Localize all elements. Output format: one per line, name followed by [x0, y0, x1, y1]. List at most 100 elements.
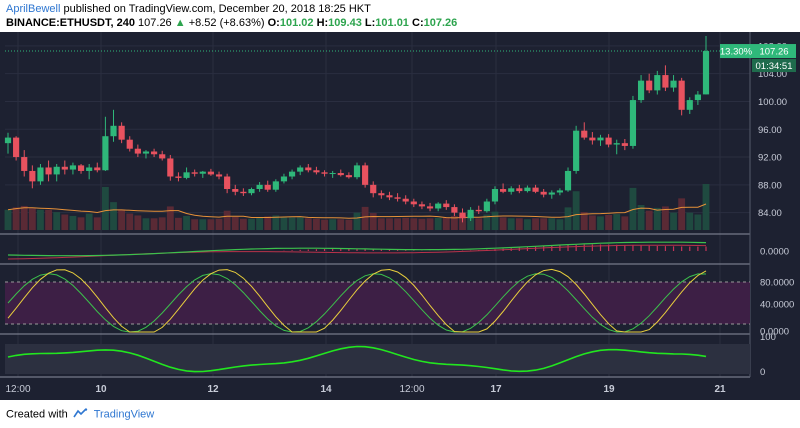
volume-bar [223, 210, 231, 230]
stoch-band [5, 282, 750, 324]
stoch-tick-label: 0.0000 [760, 327, 789, 338]
candle-body [102, 136, 109, 171]
chart-area[interactable]: 84.0088.0092.0096.00100.00104.00108.000.… [0, 32, 800, 400]
chart-footer: Created with TradingView [0, 400, 800, 428]
candle-body [637, 80, 645, 101]
volume-bar [272, 215, 280, 230]
candle-body [378, 193, 385, 196]
candle-body [475, 209, 482, 212]
volume-bar [637, 204, 645, 230]
volume-bar [166, 206, 174, 230]
candle-body [61, 166, 68, 170]
volume-bar [337, 219, 345, 230]
candle-body [21, 157, 28, 171]
candle-body [126, 139, 133, 149]
chart-header: AprilBewell published on TradingView.com… [0, 0, 800, 32]
candle-body [199, 171, 206, 174]
tradingview-logo-icon [73, 408, 89, 421]
tradingview-link[interactable]: TradingView [93, 408, 155, 421]
candle-body [321, 172, 328, 174]
author-link[interactable]: AprilBewell [6, 3, 61, 15]
candle-body [491, 189, 499, 202]
volume-bar [150, 218, 158, 230]
volume-bar [662, 206, 669, 230]
volume-bar [118, 209, 126, 230]
volume-bar [313, 218, 320, 230]
open-label: O: [267, 17, 280, 29]
candle-body [232, 189, 239, 192]
publish-line: AprilBewell published on TradingView.com… [6, 3, 371, 15]
volume-bar [442, 217, 450, 230]
time-axis-background [0, 378, 800, 400]
candle-body [191, 172, 198, 174]
candle-body [613, 143, 620, 145]
countdown-tag-label: 01:34:51 [756, 61, 793, 72]
volume-bar [126, 213, 134, 230]
candle-body [288, 171, 296, 177]
candle-body [426, 206, 434, 209]
volume-bar [329, 219, 337, 230]
volume-bar [183, 215, 190, 230]
volume-bar [702, 184, 710, 230]
candle-body [305, 167, 312, 171]
price-tick-label: 96.00 [758, 125, 782, 136]
oscillator-tick-label: 0 [760, 367, 765, 378]
macd-line [7, 241, 707, 257]
volume-bar [572, 191, 580, 230]
time-axis[interactable]: 12:00 10 12 14 12:00 17 19 21 [0, 378, 800, 400]
candle-body [686, 100, 693, 110]
time-tick-label: 12:00 [5, 384, 30, 395]
volume-bar [645, 210, 653, 230]
volume-bar [450, 215, 458, 230]
candle-body [508, 188, 515, 192]
volume-bar [28, 208, 36, 230]
volume-bar [101, 186, 109, 230]
candle-body [483, 201, 490, 212]
candle-body [467, 209, 474, 219]
candle-body [110, 125, 117, 137]
candle-body [264, 184, 271, 190]
volume-bar [231, 216, 239, 230]
volume-bar [556, 219, 564, 230]
candle-body [224, 176, 231, 190]
price-axis[interactable]: 84.0088.0092.0096.00100.00104.00108.000.… [749, 32, 800, 378]
time-tick-label: 10 [95, 384, 107, 395]
volume-bar [515, 218, 523, 230]
candle-body [386, 195, 393, 198]
candle-body [694, 94, 701, 101]
candle-body [86, 167, 93, 171]
candle-body [646, 80, 653, 91]
volume-bar [605, 214, 613, 230]
volume-bar [467, 214, 475, 230]
candle-body [69, 165, 77, 170]
candle-body [167, 158, 174, 177]
volume-bar [418, 218, 426, 230]
volume-bar [239, 218, 247, 230]
volume-bar [369, 213, 377, 230]
candle-body [556, 190, 563, 193]
volume-bar [507, 218, 515, 230]
candle-body [151, 151, 158, 155]
volume-bar [588, 215, 596, 230]
countdown-tag [752, 59, 796, 73]
candle-body [159, 154, 166, 159]
published-text: published on TradingView.com, December 2… [63, 3, 371, 15]
volume-bar [670, 212, 677, 230]
bottom-oscillator-panel [5, 344, 750, 374]
volume-bar [353, 212, 361, 230]
candle-body [280, 176, 288, 182]
high-label: H: [316, 17, 329, 29]
candle-body [207, 171, 214, 175]
candle-body [240, 191, 247, 194]
candle-body [597, 137, 604, 141]
volume-bar [77, 217, 85, 230]
volume-bar [361, 206, 369, 230]
candle-body [53, 166, 60, 175]
candle-body [248, 189, 255, 194]
candle-body [29, 170, 36, 182]
low-value: 101.01 [375, 17, 409, 29]
candle-body [516, 188, 523, 192]
volume-bar [61, 214, 69, 230]
volume-bar [4, 209, 12, 230]
candle-body [215, 174, 223, 177]
